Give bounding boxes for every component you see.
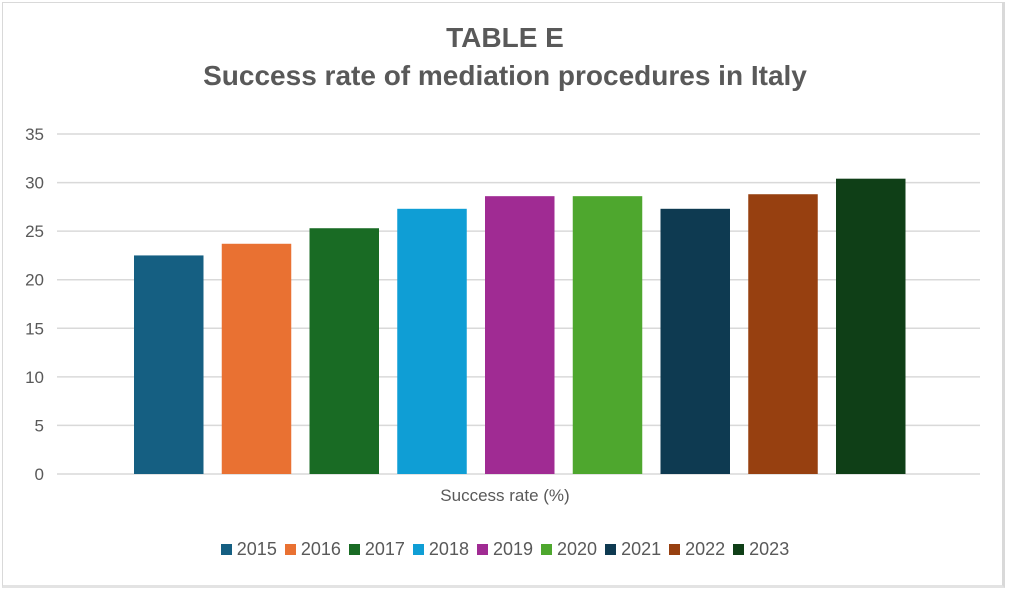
bar-2022 xyxy=(748,194,818,474)
legend-label: 2020 xyxy=(557,539,598,559)
legend-item-2023: 2023 xyxy=(733,539,789,560)
x-axis-label: Success rate (%) xyxy=(440,486,570,505)
legend-swatch xyxy=(476,544,488,555)
legend-label: 2017 xyxy=(364,539,405,559)
legend-swatch xyxy=(284,544,296,555)
y-tick-label: 20 xyxy=(25,271,44,290)
legend-label: 2018 xyxy=(428,539,469,559)
legend-item-2019: 2019 xyxy=(476,539,534,560)
legend-item-2021: 2021 xyxy=(605,539,661,560)
legend-item-2017: 2017 xyxy=(348,539,405,560)
y-tick-label: 10 xyxy=(25,368,44,387)
legend-item-2020: 2020 xyxy=(541,539,597,560)
legend-label: 2023 xyxy=(749,539,790,559)
chart-subtitle: Success rate of mediation procedures in … xyxy=(203,60,807,91)
bar-2015 xyxy=(134,255,204,474)
y-tick-label: 0 xyxy=(35,465,44,484)
bar-2023 xyxy=(836,178,906,474)
legend-swatch xyxy=(541,544,553,555)
legend-swatch xyxy=(733,544,745,555)
legend-item-2022: 2022 xyxy=(669,539,725,560)
legend-swatch xyxy=(605,544,617,555)
legend-label: 2015 xyxy=(236,539,277,559)
legend-item-2016: 2016 xyxy=(284,539,341,560)
legend-item-2015: 2015 xyxy=(220,539,277,560)
legend-label: 2021 xyxy=(621,539,662,559)
y-tick-label: 5 xyxy=(35,416,44,435)
bar-2020 xyxy=(572,196,643,474)
bar-2019 xyxy=(485,196,555,474)
y-tick-label: 25 xyxy=(25,222,44,241)
legend-label: 2016 xyxy=(300,539,341,559)
y-tick-label: 35 xyxy=(25,125,44,144)
bar-2021 xyxy=(660,208,730,475)
chart-title: TABLE E xyxy=(446,22,564,53)
legend-item-2018: 2018 xyxy=(412,539,469,560)
y-tick-label: 30 xyxy=(25,174,44,193)
y-tick-label: 15 xyxy=(25,319,44,338)
bar-2018 xyxy=(397,208,467,475)
legend-swatch xyxy=(412,544,424,555)
legend-swatch xyxy=(220,544,232,555)
bar-2017 xyxy=(309,228,379,474)
legend: 2015 2016 2017 2018 2019 2020 2021 2022 2023 xyxy=(0,539,1010,560)
legend-label: 2019 xyxy=(492,539,534,559)
legend-swatch xyxy=(348,544,360,555)
bar-2016 xyxy=(221,243,292,474)
legend-label: 2022 xyxy=(685,539,726,559)
legend-swatch xyxy=(669,544,681,555)
